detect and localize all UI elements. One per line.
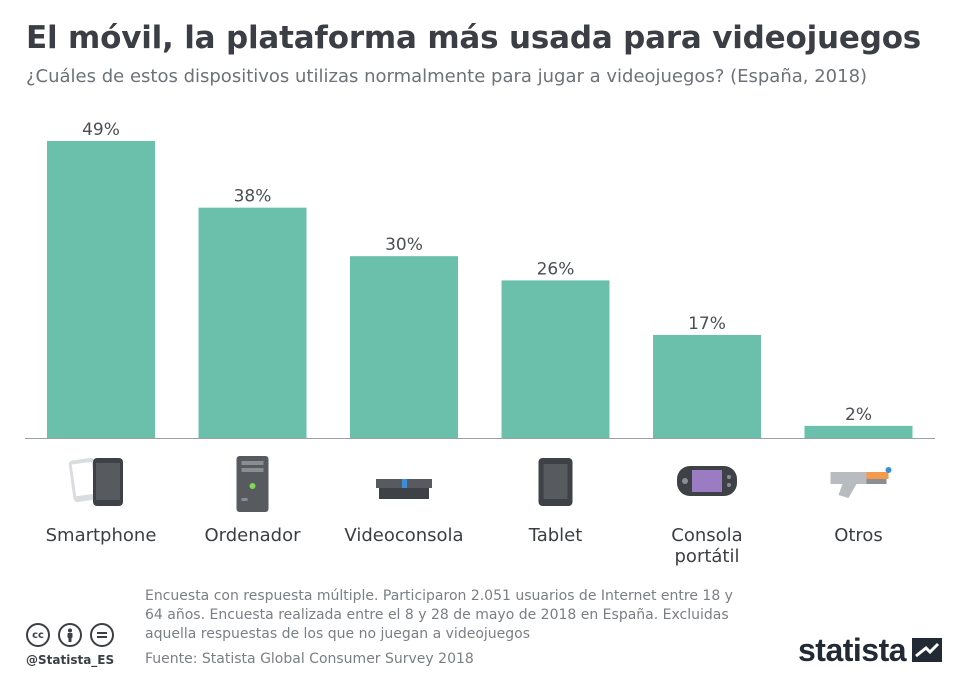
value-label: 38% [234, 187, 272, 207]
game-console-icon [376, 479, 432, 499]
value-label: 26% [537, 259, 575, 279]
value-label: 2% [845, 405, 872, 425]
category-label: Ordenador [204, 525, 301, 546]
bar-tablet [501, 280, 610, 438]
license-icons: cc [26, 623, 114, 647]
category-label: Consola [671, 525, 742, 546]
category-label: Smartphone [46, 525, 157, 546]
value-label: 30% [385, 235, 423, 255]
smartphone-icon [68, 457, 123, 506]
bar-videoconsola [350, 256, 458, 438]
tablet-icon [538, 458, 573, 506]
bar-otros [804, 425, 913, 438]
category-label: Tablet [528, 525, 583, 546]
value-label: 17% [688, 314, 726, 334]
bar-consola-portátil [653, 334, 761, 438]
bars-group: 49% Smartphone 38% Ordenador 30% Videocons… [46, 120, 913, 567]
source-note: Fuente: Statista Global Consumer Survey … [145, 651, 474, 667]
attribution-icon [58, 623, 82, 647]
category-label: portátil [675, 546, 740, 567]
social-handle: @Statista_ES [26, 653, 115, 667]
brand-wordmark: statista [798, 632, 907, 668]
category-label: Videoconsola [344, 525, 463, 546]
bar-smartphone [47, 141, 155, 438]
bar-ordenador [198, 207, 307, 438]
statista-logo-icon [912, 638, 943, 662]
desktop-computer-icon [236, 456, 269, 512]
survey-footnote: Encuesta con respuesta múltiple. Partici… [145, 588, 733, 642]
creative-commons-icon: cc [26, 623, 50, 647]
handheld-console-icon [677, 466, 737, 496]
no-derivatives-icon [90, 623, 114, 647]
statista-logo[interactable]: statista [798, 632, 943, 668]
toy-blaster-icon [830, 467, 892, 498]
category-label: Otros [834, 525, 883, 546]
chart-title: El móvil, la plataforma más usada para v… [26, 20, 922, 56]
chart-subtitle: ¿Cuáles de estos dispositivos utilizas n… [26, 66, 868, 87]
value-label: 49% [82, 120, 120, 140]
bar-chart: 49% Smartphone 38% Ordenador 30% Videocons… [25, 120, 935, 567]
